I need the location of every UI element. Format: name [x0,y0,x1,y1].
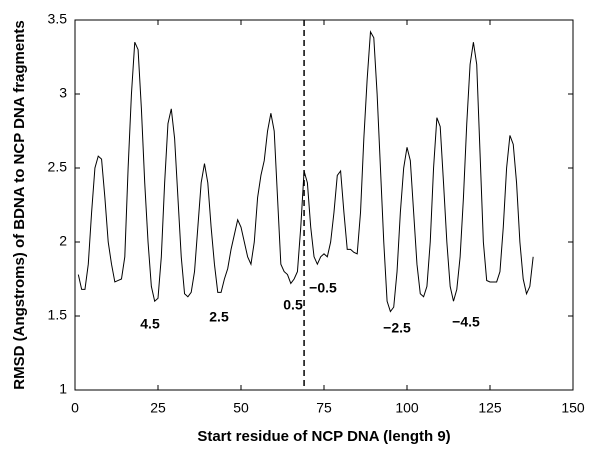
x-tick-label: 25 [150,400,166,416]
y-tick-label: 2 [59,233,67,249]
annotation: −4.5 [452,314,480,330]
y-tick-label: 1.5 [48,307,68,323]
x-tick-label: 50 [233,400,249,416]
y-tick-label: 3 [59,85,67,101]
x-tick-label: 125 [478,400,502,416]
y-tick-label: 2.5 [48,159,68,175]
annotation: −2.5 [383,320,411,336]
y-tick-label: 3.5 [48,11,68,27]
annotation: 2.5 [209,309,229,325]
annotation: −0.5 [309,280,337,296]
data-line [77,30,534,313]
annotation: 0.5 [283,297,303,313]
x-axis-label: Start residue of NCP DNA (length 9) [197,428,450,445]
x-tick-label: 100 [395,400,419,416]
x-tick-label: 0 [71,400,79,416]
x-tick-label: 75 [316,400,332,416]
y-tick-label: 1 [59,381,67,397]
x-tick-label: 150 [561,400,585,416]
plot-frame [74,19,574,391]
annotation: 4.5 [140,316,160,332]
y-axis-label: RMSD (Angstroms) of BDNA to NCP DNA frag… [11,20,28,389]
